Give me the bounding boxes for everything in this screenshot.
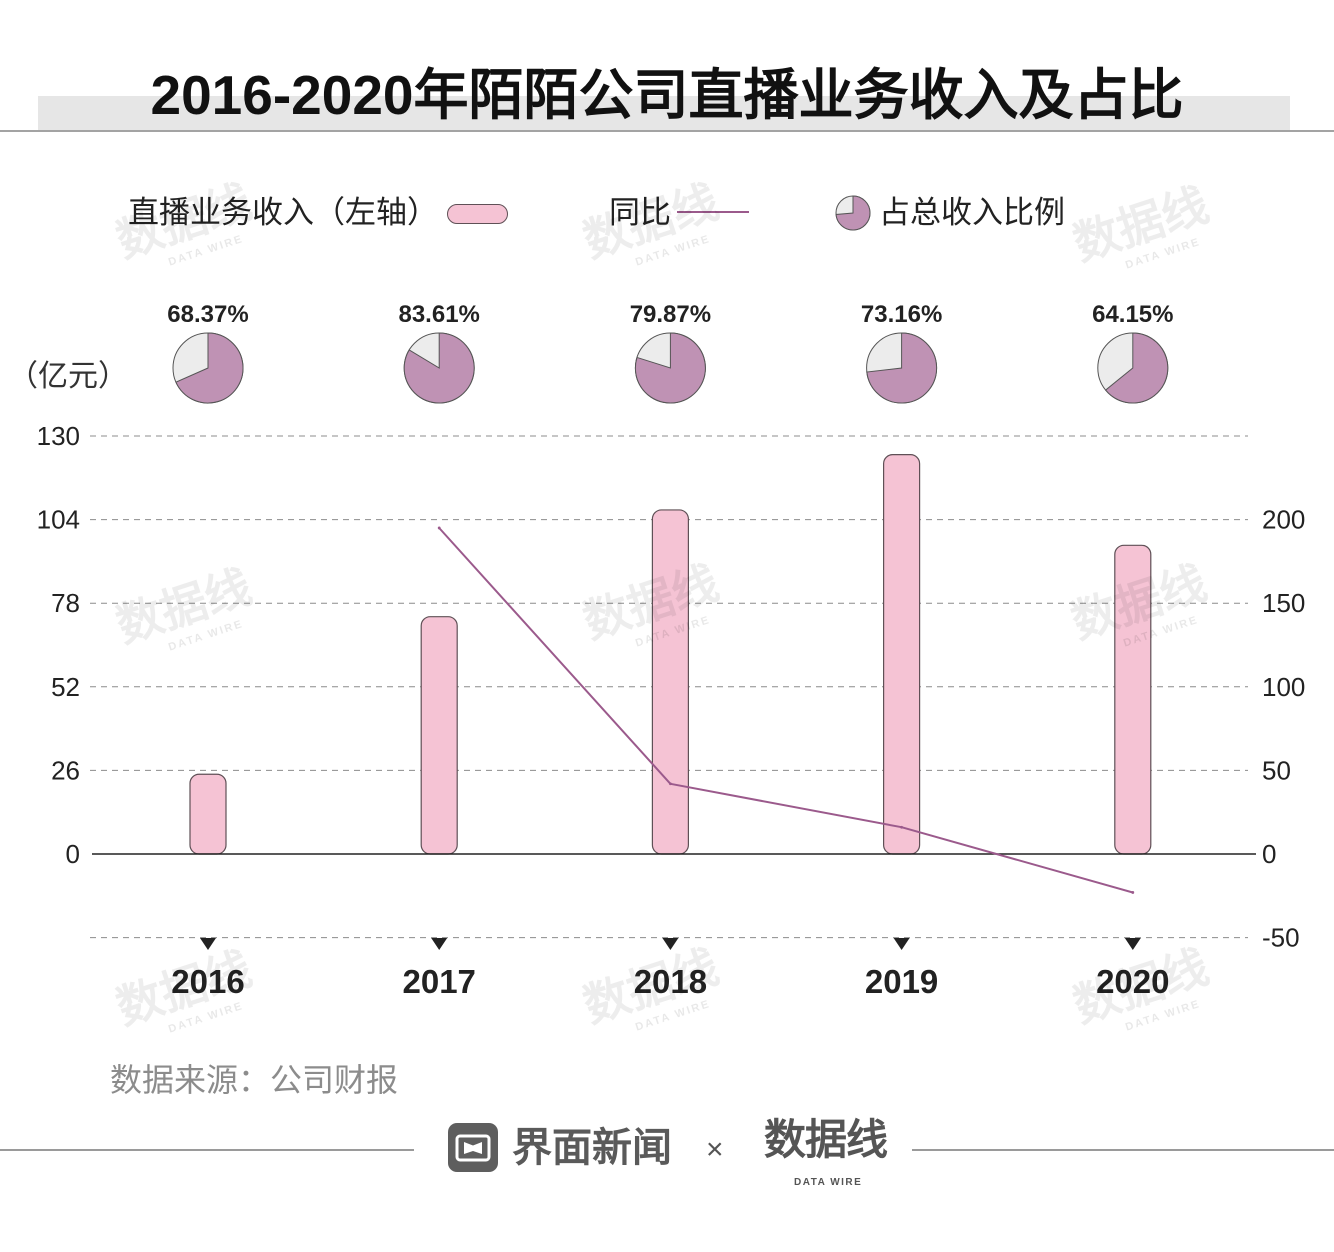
y-right-tick-label: 100: [1262, 672, 1305, 702]
chart-title: 2016-2020年陌陌公司直播业务收入及占比: [150, 64, 1184, 126]
yoy-point-2017: [437, 526, 441, 530]
watermark-sub-text: DATA WIRE: [1124, 998, 1202, 1034]
watermark-text: 数据线: [110, 560, 257, 652]
legend-pie-icon: [835, 195, 871, 231]
watermark-sub-text: DATA WIRE: [167, 233, 245, 269]
pie-2016-slice: [175, 332, 244, 404]
pie-label-2019: 73.16%: [861, 301, 942, 328]
legend-pie-icon-slice: [835, 195, 871, 231]
x-label-2017: 2017: [402, 963, 475, 1000]
pie-label-2018: 79.87%: [630, 301, 711, 328]
pie-label-2016: 68.37%: [167, 301, 248, 328]
share-pies: 68.37% 83.61% 79.87% 73.16% 64.15%: [167, 301, 1174, 404]
brand-right-logo-sub: DATA WIRE: [794, 1177, 863, 1188]
legend-line-swatch: [677, 211, 749, 213]
brand-separator: ×: [706, 1133, 724, 1166]
x-tick-marker: [431, 938, 448, 950]
y-axis-unit-label: （亿元）: [8, 360, 128, 393]
x-label-2020: 2020: [1096, 963, 1169, 1000]
legend-bar-swatch: [447, 204, 508, 224]
legend-line-label: 同比: [609, 195, 671, 230]
y-right-tick-label: -50: [1262, 923, 1300, 953]
pie-2019-slice: [866, 332, 938, 404]
x-tick-marker: [200, 938, 216, 950]
pie-2017-slice: [403, 332, 475, 404]
title-rule: [0, 130, 1334, 132]
bar-2016: [189, 773, 227, 855]
x-label-2019: 2019: [865, 963, 938, 1000]
y-left-tick-label: 130: [37, 421, 80, 451]
jiemian-logo-frame: [455, 1134, 491, 1162]
brand-right-logo: 数据线: [764, 1116, 888, 1163]
bar-2019: [882, 454, 921, 855]
pie-2018-slice: [634, 332, 706, 404]
y-right-tick-label: 50: [1262, 755, 1291, 785]
title-band: [38, 96, 1290, 131]
pie-2020-slice: [1104, 332, 1169, 404]
x-tick-marker: [893, 938, 910, 950]
pie-label-2020: 64.15%: [1092, 301, 1173, 328]
watermark-sub-text: DATA WIRE: [634, 233, 712, 269]
yoy-point-2018: [669, 782, 672, 786]
yoy-point-2019: [900, 825, 903, 829]
legend-bar-label: 直播业务收入（左轴）: [128, 195, 438, 230]
revenue-bars: [189, 454, 1152, 855]
x-tick-marker: [662, 938, 679, 950]
y-right-tick-label: 150: [1262, 588, 1305, 618]
watermark-sub-text: DATA WIRE: [1124, 236, 1202, 272]
watermark-text: 数据线: [577, 175, 724, 267]
y-left-tick-label: 52: [51, 672, 80, 702]
x-label-2016: 2016: [171, 963, 244, 1000]
watermark-text: 数据线: [110, 175, 257, 267]
watermark-text: 数据线: [577, 556, 724, 648]
bar-2020: [1114, 544, 1152, 855]
yoy-series: [437, 526, 1135, 894]
x-label-2018: 2018: [634, 963, 707, 1000]
y-right-tick-label: 200: [1262, 505, 1305, 535]
y-left-tick-label: 26: [51, 755, 80, 785]
axes: 130 104 78 52 26 0 200 150 100 50 0 -50: [37, 421, 1306, 953]
watermark-text: 数据线: [1067, 178, 1214, 270]
legend-pie-label: 占总收入比例: [879, 195, 1065, 230]
jiemian-logo-icon: [448, 1123, 498, 1172]
watermark-sub-text: DATA WIRE: [634, 998, 712, 1034]
gridlines: [90, 435, 1248, 939]
brand-left-name: 界面新闻: [512, 1126, 672, 1170]
y-left-tick-label: 104: [37, 505, 80, 535]
bar-2017: [420, 616, 458, 855]
y-right-tick-label: 0: [1262, 839, 1276, 869]
jiemian-logo-mark: [464, 1142, 482, 1154]
watermark-sub-text: DATA WIRE: [167, 1000, 245, 1036]
y-left-tick-label: 78: [51, 588, 80, 618]
footer-rule-right: [912, 1149, 1334, 1151]
pie-label-2017: 83.61%: [398, 301, 479, 328]
watermark-sub-text: DATA WIRE: [167, 618, 245, 654]
bar-2018: [651, 509, 690, 855]
data-source: 数据来源：公司财报: [110, 1062, 399, 1098]
yoy-point-2020: [1131, 891, 1135, 894]
x-axis: 2016 2017 2018 2019 2020: [171, 938, 1170, 1000]
y-left-tick-label: 0: [66, 839, 80, 869]
yoy-line: [438, 527, 1134, 894]
footer-rule-left: [0, 1149, 414, 1151]
x-tick-marker: [1124, 938, 1141, 950]
